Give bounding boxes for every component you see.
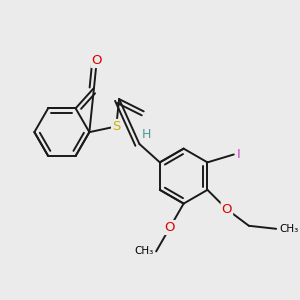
Text: O: O [222, 203, 232, 216]
Text: O: O [92, 54, 102, 67]
Text: I: I [237, 148, 241, 161]
Text: O: O [165, 221, 175, 234]
Text: CH₃: CH₃ [279, 224, 298, 234]
Text: S: S [112, 120, 120, 133]
Text: CH₃: CH₃ [134, 246, 153, 256]
Text: H: H [142, 128, 151, 141]
